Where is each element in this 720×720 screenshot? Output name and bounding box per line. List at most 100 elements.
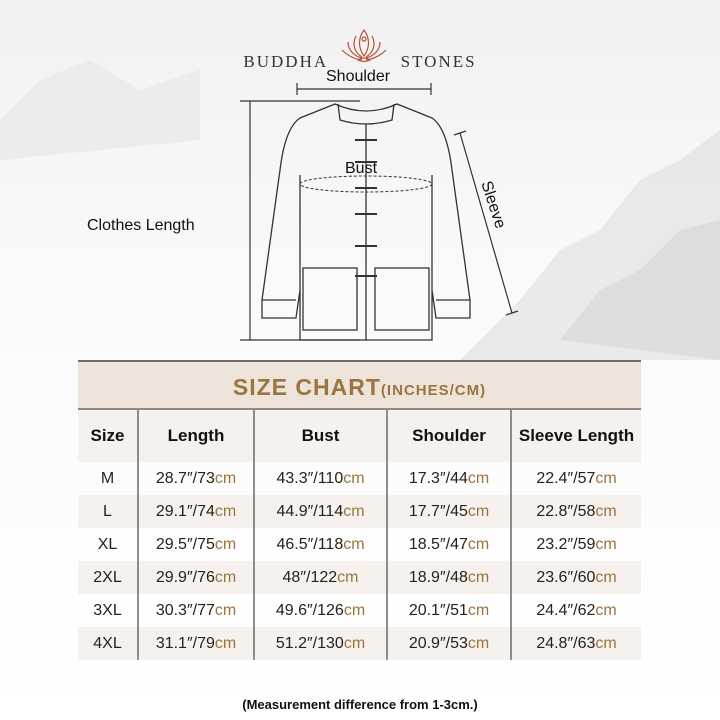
brand-logo: BUDDHA STONES bbox=[0, 26, 720, 72]
inch-cm-value: 18.5″/47 bbox=[408, 535, 468, 553]
unit-label: cm bbox=[467, 568, 490, 586]
inch-cm-value: 29.1″/74 bbox=[155, 502, 215, 520]
measurement-cell: 30.3″/77 cm bbox=[137, 594, 253, 627]
unit-label: cm bbox=[343, 634, 366, 652]
measurement-cell: 22.8″/58 cm bbox=[510, 495, 641, 528]
inch-cm-value: 22.8″/58 bbox=[536, 502, 596, 520]
inch-cm-value: 48″/122 bbox=[282, 568, 338, 586]
measurement-cell: 46.5″/118 cm bbox=[253, 528, 386, 561]
unit-label: cm bbox=[595, 568, 617, 586]
unit-label: cm bbox=[214, 568, 237, 586]
unit-label: cm bbox=[214, 601, 237, 619]
measurement-cell: 49.6″/126 cm bbox=[253, 594, 386, 627]
measurement-cell: 17.7″/45 cm bbox=[386, 495, 510, 528]
lotus-icon bbox=[341, 28, 387, 63]
unit-label: cm bbox=[595, 502, 617, 520]
size-cell: 2XL bbox=[78, 561, 137, 594]
unit-label: cm bbox=[595, 469, 617, 487]
inch-cm-value: 20.9″/53 bbox=[408, 634, 468, 652]
size-cell: XL bbox=[97, 535, 118, 553]
inch-cm-value: 22.4″/57 bbox=[536, 469, 596, 487]
column-header: Sleeve Length bbox=[510, 410, 641, 462]
measurement-cell: 18.5″/47 cm bbox=[386, 528, 510, 561]
inch-cm-value: 30.3″/77 bbox=[155, 601, 215, 619]
unit-label: cm bbox=[467, 634, 490, 652]
measurement-cell: 29.1″/74 cm bbox=[137, 495, 253, 528]
measurement-cell: 18.9″/48 cm bbox=[386, 561, 510, 594]
measurement-cell: 20.1″/51 cm bbox=[386, 594, 510, 627]
inch-cm-value: 31.1″/79 bbox=[155, 634, 215, 652]
size-chart-title-text: SIZE CHART bbox=[232, 374, 381, 400]
sleeve-line bbox=[459, 132, 513, 314]
size-chart-title-units: (INCHES/CM) bbox=[380, 382, 487, 399]
clothes-length-label: Clothes Length bbox=[87, 217, 195, 234]
column-header: Bust bbox=[253, 410, 386, 462]
unit-label: cm bbox=[467, 469, 490, 487]
inch-cm-value: 23.6″/60 bbox=[536, 568, 596, 586]
size-cell: 4XL bbox=[78, 627, 137, 660]
measurement-cell: 20.9″/53 cm bbox=[386, 627, 510, 660]
unit-label: cm bbox=[214, 502, 237, 520]
measurement-cell: 28.7″/73 cm bbox=[137, 462, 253, 495]
measurement-cell: 31.1″/79 cm bbox=[137, 627, 253, 660]
size-cell: L bbox=[78, 495, 137, 528]
inch-cm-value: 18.9″/48 bbox=[408, 568, 468, 586]
unit-label: cm bbox=[595, 601, 617, 619]
inch-cm-value: 23.2″/59 bbox=[536, 535, 596, 553]
inch-cm-value: 44.9″/114 bbox=[276, 502, 344, 520]
bust-label: Bust bbox=[345, 160, 378, 177]
inch-cm-value: 20.1″/51 bbox=[408, 601, 468, 619]
measurement-cell: 22.4″/57 cm bbox=[510, 462, 641, 495]
unit-label: cm bbox=[595, 634, 617, 652]
measurement-cell: 24.4″/62 cm bbox=[510, 594, 641, 627]
unit-label: cm bbox=[343, 502, 365, 520]
inch-cm-value: 24.4″/62 bbox=[536, 601, 596, 619]
logo-text-right: STONES bbox=[400, 52, 477, 72]
unit-label: cm bbox=[595, 535, 617, 553]
column-header: Size bbox=[78, 410, 137, 462]
inch-cm-value: 17.7″/45 bbox=[408, 502, 468, 520]
unit-label: cm bbox=[214, 634, 237, 652]
inch-cm-value: 29.9″/76 bbox=[155, 568, 215, 586]
measurement-cell: 17.3″/44 cm bbox=[386, 462, 510, 495]
logo-text-left: BUDDHA bbox=[243, 52, 329, 72]
unit-label: cm bbox=[343, 469, 365, 487]
measurement-cell: 48″/122 cm bbox=[253, 561, 386, 594]
inch-cm-value: 46.5″/118 bbox=[276, 535, 344, 553]
jacket-diagram bbox=[240, 83, 519, 341]
unit-label: cm bbox=[467, 502, 490, 520]
measurement-cell: 23.2″/59 cm bbox=[510, 528, 641, 561]
unit-label: cm bbox=[337, 568, 359, 586]
size-cell: 3XL bbox=[93, 601, 122, 619]
column-header: Shoulder bbox=[386, 410, 510, 462]
unit-label: cm bbox=[467, 535, 490, 553]
measurement-cell: 24.8″/63 cm bbox=[510, 627, 641, 660]
unit-label: cm bbox=[343, 601, 366, 619]
unit-label: cm bbox=[343, 535, 365, 553]
column-header: Length bbox=[137, 410, 253, 462]
size-chart-table: SIZE CHART(INCHES/CM) Size Length Bust Shou… bbox=[78, 360, 641, 660]
inch-cm-value: 43.3″/110 bbox=[276, 469, 344, 487]
unit-label: cm bbox=[214, 535, 237, 553]
jacket-outline bbox=[261, 103, 471, 341]
measurement-cell: 23.6″/60 cm bbox=[510, 561, 641, 594]
size-chart-grid: Size Length Bust Shoulder Sleeve Length M 28.7… bbox=[78, 410, 641, 660]
inch-cm-value: 51.2″/130 bbox=[275, 634, 344, 652]
shoulder-label: Shoulder bbox=[326, 68, 391, 85]
unit-label: cm bbox=[214, 469, 237, 487]
measurement-note: (Measurement difference from 1-3cm.) bbox=[242, 697, 478, 712]
measurement-cell: 29.9″/76 cm bbox=[137, 561, 253, 594]
inch-cm-value: 29.5″/75 bbox=[155, 535, 215, 553]
unit-label: cm bbox=[467, 601, 490, 619]
inch-cm-value: 28.7″/73 bbox=[155, 469, 215, 487]
measurement-cell: 44.9″/114 cm bbox=[253, 495, 386, 528]
inch-cm-value: 49.6″/126 bbox=[275, 601, 344, 619]
measurement-cell: 29.5″/75 cm bbox=[137, 528, 253, 561]
size-cell: M bbox=[100, 469, 115, 487]
measurement-cell: 51.2″/130 cm bbox=[253, 627, 386, 660]
bust-line bbox=[299, 175, 433, 193]
inch-cm-value: 24.8″/63 bbox=[536, 634, 596, 652]
measurement-cell: 43.3″/110 cm bbox=[253, 462, 386, 495]
size-chart-title: SIZE CHART(INCHES/CM) bbox=[78, 362, 641, 410]
